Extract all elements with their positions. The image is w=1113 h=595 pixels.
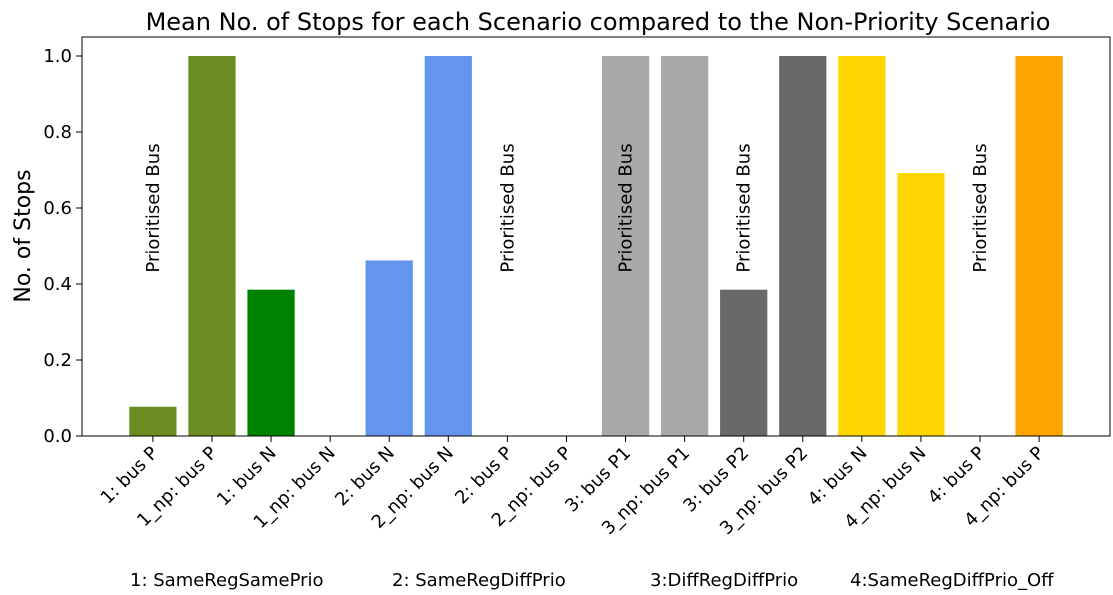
annotation: Prioritised Bus — [734, 143, 755, 272]
bar — [424, 56, 472, 436]
y-tick-label: 0.6 — [43, 198, 72, 219]
annotation: Prioritised Bus — [143, 143, 164, 272]
y-tick-label: 0.4 — [43, 274, 72, 295]
bar — [897, 173, 945, 437]
y-axis-label: No. of Stops — [11, 169, 36, 302]
annotation: Prioritised Bus — [970, 143, 991, 272]
footnote: 2: SameRegDiffPrio — [392, 570, 566, 591]
footnote: 3:DiffRegDiffPrio — [650, 570, 798, 591]
bar — [779, 56, 827, 436]
bar — [720, 289, 768, 436]
plot-frame — [81, 36, 1111, 437]
bar — [838, 56, 886, 436]
bar — [1015, 56, 1063, 436]
y-tick-label: 0.2 — [43, 350, 72, 371]
y-tick-label: 1.0 — [43, 46, 72, 67]
bar — [601, 56, 650, 436]
bar — [247, 289, 295, 436]
bar — [188, 56, 236, 436]
annotation: Prioritised Bus — [616, 143, 637, 272]
bar — [365, 260, 413, 436]
footnote: 4:SameRegDiffPrio_Off — [850, 570, 1054, 591]
y-tick-label: 0.0 — [43, 426, 72, 447]
y-tick-label: 0.8 — [43, 122, 72, 143]
bar — [660, 56, 709, 436]
bar — [129, 406, 177, 436]
annotation: Prioritised Bus — [497, 143, 518, 272]
footnote: 1: SameRegSamePrio — [130, 570, 324, 591]
chart-title: Mean No. of Stops for each Scenario comp… — [146, 8, 1051, 36]
